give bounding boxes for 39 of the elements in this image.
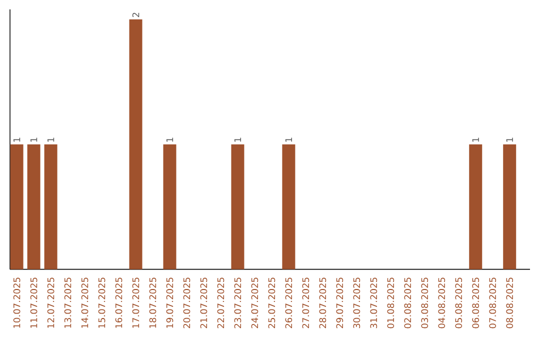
x-tick-label: 06.08.2025 (472, 278, 480, 328)
x-tick-label: 16.07.2025 (115, 278, 122, 328)
x-tick-label: 25.07.2025 (268, 278, 276, 328)
x-tick-label: 12.07.2025 (47, 278, 54, 328)
x-tick-label: 29.07.2025 (336, 278, 344, 328)
x-tick-label: 19.07.2025 (166, 278, 174, 328)
x-tick-label: 22.07.2025 (217, 278, 224, 328)
x-tick-label: 26.07.2025 (285, 278, 292, 328)
x-tick-label: 27.07.2025 (302, 278, 310, 328)
x-tick-label: 07.08.2025 (489, 278, 496, 328)
data-label: 1 (47, 138, 54, 142)
data-label: 1 (30, 138, 38, 142)
data-label: 1 (166, 138, 174, 142)
x-tick-label: 17.07.2025 (132, 278, 140, 328)
x-tick-label: 03.08.2025 (421, 278, 428, 328)
x-tick-label: 31.07.2025 (370, 278, 378, 328)
x-tick-label: 30.07.2025 (353, 278, 360, 328)
x-tick-label: 28.07.2025 (319, 278, 326, 328)
x-tick-label: 18.07.2025 (149, 278, 156, 328)
x-tick-label: 21.07.2025 (200, 278, 208, 328)
x-tick-label: 10.07.2025 (13, 278, 20, 328)
x-tick-label: 23.07.2025 (234, 278, 242, 328)
x-tick-label: 14.07.2025 (81, 278, 88, 328)
data-label: 1 (506, 138, 513, 142)
x-tick-label: 24.07.2025 (251, 278, 258, 328)
data-label: 1 (13, 138, 20, 142)
data-label: 1 (234, 138, 242, 142)
x-tick-label: 05.08.2025 (455, 278, 462, 328)
x-tick-label: 11.07.2025 (30, 278, 38, 328)
x-tick-label: 08.08.2025 (506, 278, 514, 328)
x-tick-label: 04.08.2025 (438, 278, 446, 328)
x-tick-label: 20.07.2025 (183, 278, 190, 328)
data-label: 1 (472, 138, 479, 142)
x-tick-label: 02.08.2025 (404, 278, 412, 328)
data-label: 1 (285, 138, 292, 142)
x-tick-label: 01.08.2025 (387, 278, 394, 328)
x-tick-label: 15.07.2025 (98, 278, 106, 328)
data-label: 2 (132, 12, 140, 18)
x-tick-label: 13.07.2025 (64, 278, 72, 328)
